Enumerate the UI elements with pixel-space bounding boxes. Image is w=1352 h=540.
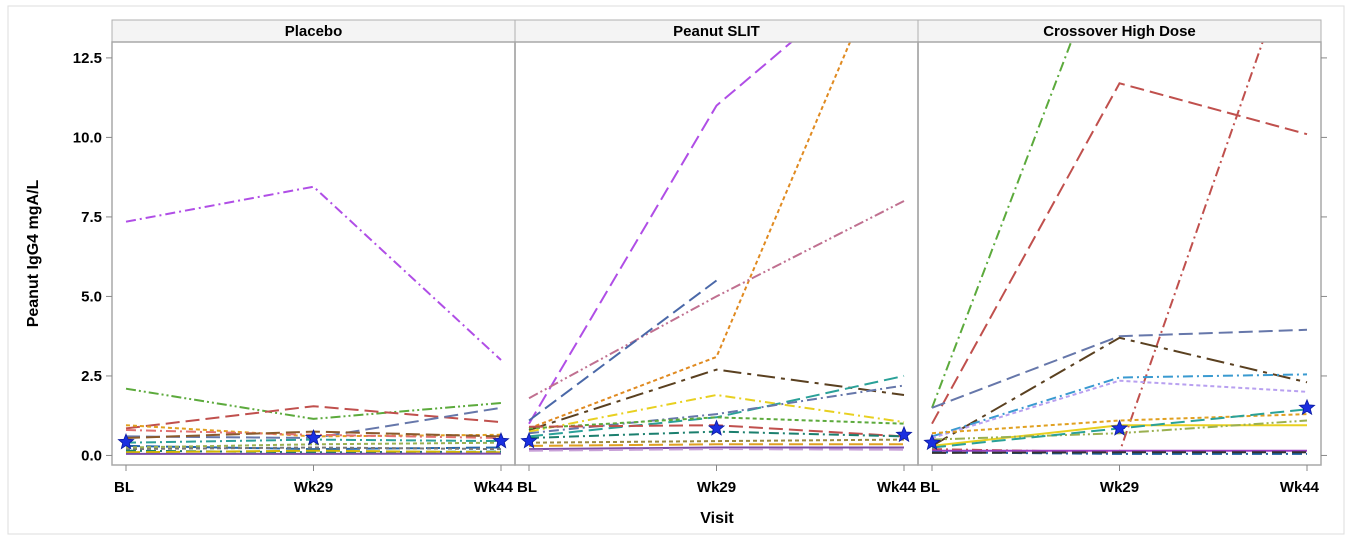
y-tick-label: 0.0 — [81, 447, 102, 464]
x-tick-label: Wk29 — [1100, 479, 1139, 496]
x-tick-label: BL — [920, 479, 940, 496]
x-tick-label: Wk44 — [1280, 479, 1320, 496]
mean-star-marker — [304, 428, 323, 446]
series-line — [528, 368, 905, 431]
series-line — [931, 419, 1308, 441]
x-tick-label: Wk29 — [294, 479, 333, 496]
series-line — [931, 451, 1307, 454]
mean-star-marker — [895, 425, 913, 443]
panel-title: Placebo — [285, 23, 343, 40]
mean-star-marker — [1110, 419, 1129, 436]
y-tick-label: 2.5 — [81, 368, 102, 385]
y-tick-label: 10.0 — [73, 129, 102, 146]
mean-star-marker — [1298, 398, 1316, 416]
x-axis-title: Visit — [700, 510, 734, 527]
figure-border — [7, 5, 1345, 535]
series-line — [125, 387, 502, 420]
mean-star-marker — [923, 433, 941, 451]
axis-text: Placebo BL Wk29 Wk44 Peanut SLIT BL Wk29 Wk44 Cr… — [25, 23, 1320, 527]
series-line — [528, 448, 905, 452]
mean-star-marker — [520, 432, 538, 449]
y-tick-label: 7.5 — [81, 209, 102, 226]
mean-star-marker — [707, 419, 726, 436]
panel-title: Peanut SLIT — [673, 23, 760, 40]
series-line — [528, 393, 905, 433]
series-line — [931, 379, 1308, 439]
series-line — [528, 443, 904, 447]
y-tick-label: 12.5 — [73, 50, 102, 67]
panel-title: Crossover High Dose — [1043, 23, 1196, 40]
mean-star-marker — [117, 433, 135, 450]
series-line — [931, 82, 1308, 425]
plot-area — [112, 42, 515, 465]
series-line — [125, 185, 502, 361]
series-line — [125, 405, 502, 430]
series-line — [931, 328, 1308, 409]
x-tick-label: Wk44 — [877, 479, 917, 496]
series-line — [931, 336, 1308, 447]
panel-frames — [106, 41, 1327, 471]
y-tick-label: 5.0 — [81, 288, 102, 305]
x-tick-label: Wk29 — [697, 479, 736, 496]
series-line — [528, 374, 905, 438]
series-line — [931, 42, 1073, 409]
series-line — [125, 449, 502, 454]
series-line — [528, 42, 852, 430]
series-line — [528, 446, 904, 451]
series-line — [931, 373, 1308, 438]
x-tick-label: Wk44 — [474, 479, 514, 496]
x-tick-label: BL — [517, 479, 537, 496]
mean-star-marker — [492, 432, 510, 449]
plot-area — [918, 42, 1321, 465]
series-line — [528, 42, 794, 425]
series-line — [528, 200, 905, 400]
y-axis-title: Peanut IgG4 mgA/L — [25, 179, 42, 327]
series-line — [125, 444, 502, 451]
mean-markers — [117, 398, 1316, 451]
plot-backgrounds — [7, 5, 1345, 535]
x-tick-label: BL — [114, 479, 134, 496]
